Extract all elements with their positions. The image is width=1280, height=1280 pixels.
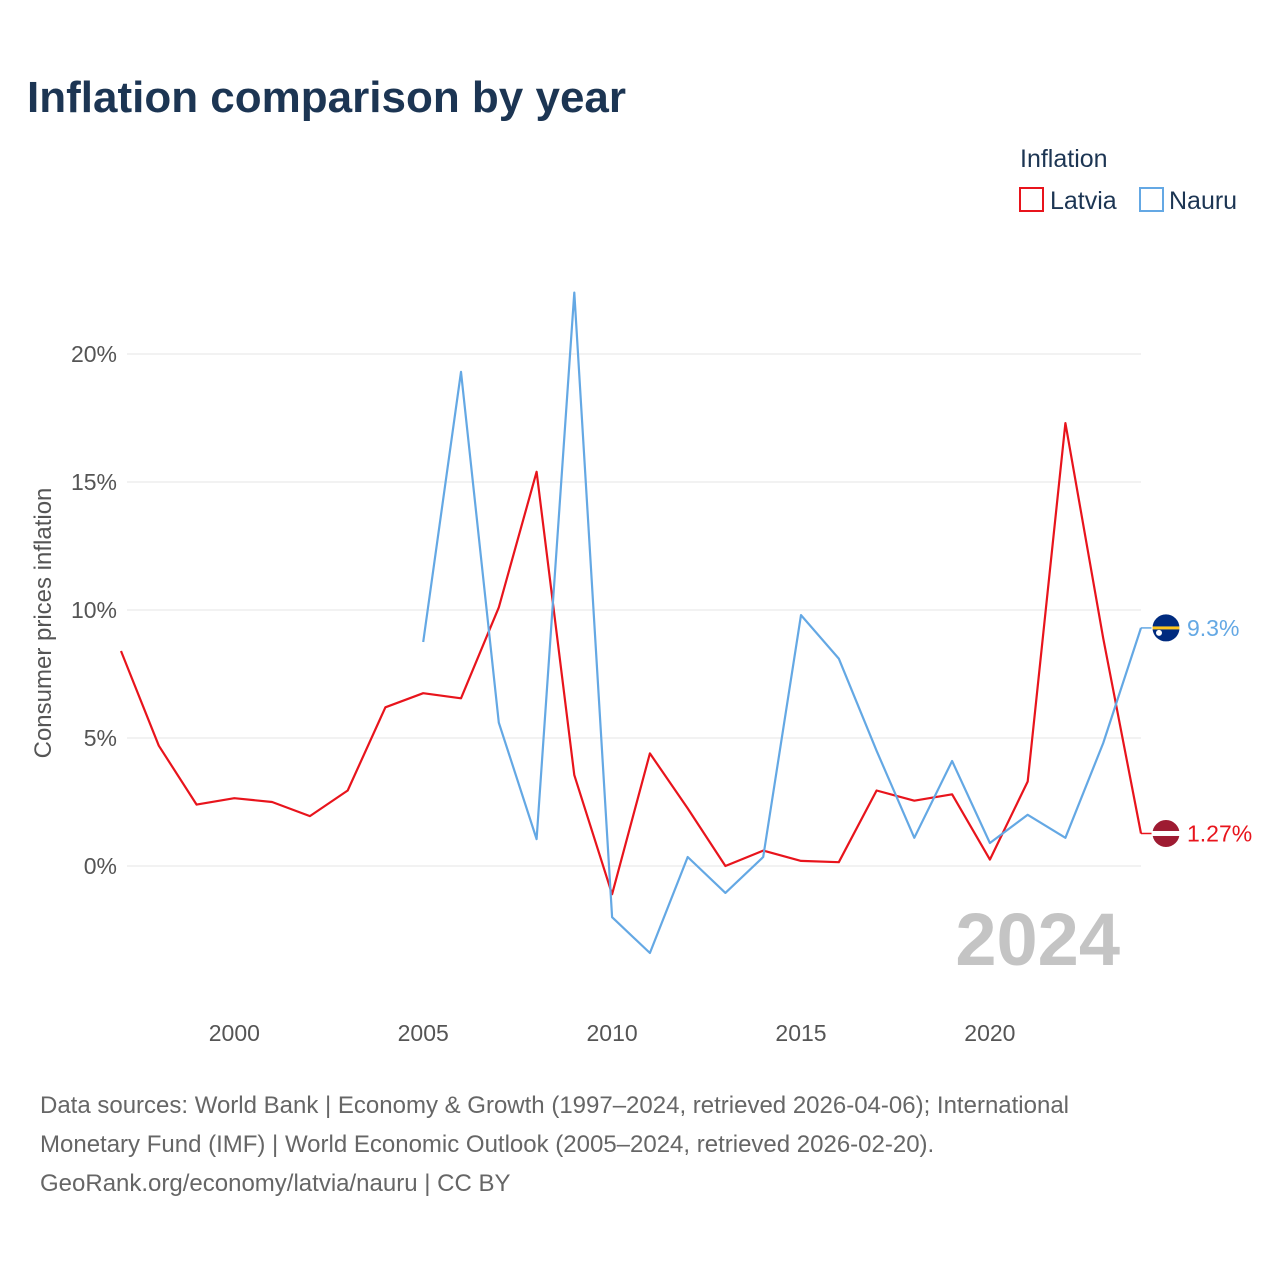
- data-point-nauru[interactable]: [456, 367, 466, 377]
- end-value-label-nauru: 9.3%: [1187, 615, 1239, 641]
- x-tick-label: 2005: [398, 1020, 449, 1046]
- data-point-nauru[interactable]: [1023, 810, 1033, 820]
- data-point-nauru[interactable]: [758, 852, 768, 862]
- data-point-nauru[interactable]: [985, 838, 995, 848]
- data-point-latvia[interactable]: [343, 785, 353, 795]
- y-tick-label: 20%: [71, 341, 117, 367]
- data-point-latvia[interactable]: [645, 748, 655, 758]
- data-point-nauru[interactable]: [720, 888, 730, 898]
- chart-title: Inflation comparison by year: [27, 73, 626, 122]
- legend-swatch-latvia: [1019, 187, 1044, 212]
- y-tick-label: 5%: [84, 725, 117, 751]
- current-year-watermark: 2024: [955, 898, 1120, 981]
- series-lines: [116, 288, 1143, 958]
- data-point-nauru[interactable]: [683, 852, 693, 862]
- nauru-flag-icon: [1151, 613, 1181, 643]
- y-axis-ticks: 0% 5% 10% 15% 20%: [71, 341, 117, 879]
- data-point-latvia[interactable]: [683, 803, 693, 813]
- legend-label-latvia: Latvia: [1050, 187, 1117, 215]
- series-line-nauru[interactable]: [422, 291, 1143, 955]
- end-value-label-latvia: 1.27%: [1187, 820, 1252, 846]
- data-point-latvia[interactable]: [229, 793, 239, 803]
- legend-title: Inflation: [1020, 145, 1108, 173]
- data-point-nauru[interactable]: [494, 718, 504, 728]
- data-point-latvia[interactable]: [569, 770, 579, 780]
- data-point-nauru[interactable]: [872, 746, 882, 756]
- data-point-latvia[interactable]: [418, 688, 428, 698]
- data-point-latvia[interactable]: [1060, 418, 1070, 428]
- data-point-nauru[interactable]: [947, 756, 957, 766]
- data-point-nauru[interactable]: [909, 833, 919, 843]
- data-point-latvia[interactable]: [607, 889, 617, 899]
- data-point-nauru[interactable]: [418, 637, 428, 647]
- data-point-nauru[interactable]: [607, 912, 617, 922]
- data-point-latvia[interactable]: [380, 702, 390, 712]
- data-point-latvia[interactable]: [192, 800, 202, 810]
- data-point-latvia[interactable]: [834, 857, 844, 867]
- data-point-nauru[interactable]: [834, 654, 844, 664]
- y-tick-label: 0%: [84, 853, 117, 879]
- data-point-latvia[interactable]: [796, 856, 806, 866]
- data-point-latvia[interactable]: [720, 861, 730, 871]
- data-point-latvia[interactable]: [116, 646, 126, 656]
- data-point-latvia[interactable]: [909, 796, 919, 806]
- x-tick-label: 2010: [587, 1020, 638, 1046]
- data-point-latvia[interactable]: [985, 855, 995, 865]
- data-point-latvia[interactable]: [154, 741, 164, 751]
- data-point-nauru[interactable]: [796, 610, 806, 620]
- footer-line-3: GeoRank.org/economy/latvia/nauru | CC BY: [40, 1170, 510, 1197]
- series-line-latvia[interactable]: [119, 422, 1143, 896]
- footer-line-2: Monetary Fund (IMF) | World Economic Out…: [40, 1131, 934, 1158]
- data-point-nauru[interactable]: [1098, 738, 1108, 748]
- data-point-latvia[interactable]: [267, 797, 277, 807]
- data-point-nauru[interactable]: [1060, 833, 1070, 843]
- data-point-nauru[interactable]: [645, 948, 655, 958]
- x-axis-ticks: 2000 2005 2010 2015 2020: [209, 1020, 1016, 1046]
- x-tick-label: 2000: [209, 1020, 260, 1046]
- footer-line-1: Data sources: World Bank | Economy & Gro…: [40, 1092, 1069, 1119]
- legend-item-nauru[interactable]: Nauru: [1139, 187, 1237, 215]
- data-point-nauru[interactable]: [532, 834, 542, 844]
- data-point-latvia[interactable]: [456, 693, 466, 703]
- legend-swatch-nauru: [1139, 187, 1164, 212]
- data-point-latvia[interactable]: [532, 467, 542, 477]
- data-point-latvia[interactable]: [1023, 777, 1033, 787]
- latvia-flag-icon: [1151, 818, 1181, 848]
- gridlines: [127, 353, 1141, 867]
- data-point-latvia[interactable]: [305, 811, 315, 821]
- series-end-labels: 1.27% 9.3%: [1141, 613, 1252, 848]
- y-tick-label: 15%: [71, 469, 117, 495]
- legend: Inflation Latvia Nauru: [1019, 145, 1237, 215]
- legend-item-latvia[interactable]: Latvia: [1019, 187, 1117, 215]
- y-tick-label: 10%: [71, 597, 117, 623]
- data-point-latvia[interactable]: [1098, 633, 1108, 643]
- data-point-latvia[interactable]: [947, 789, 957, 799]
- data-point-nauru[interactable]: [569, 288, 579, 298]
- x-tick-label: 2020: [964, 1020, 1015, 1046]
- y-axis-label: Consumer prices inflation: [30, 488, 57, 759]
- x-tick-label: 2015: [775, 1020, 826, 1046]
- data-point-latvia[interactable]: [494, 602, 504, 612]
- data-point-latvia[interactable]: [872, 785, 882, 795]
- legend-label-nauru: Nauru: [1169, 187, 1237, 215]
- data-sources-footer: Data sources: World Bank | Economy & Gro…: [40, 1092, 1069, 1197]
